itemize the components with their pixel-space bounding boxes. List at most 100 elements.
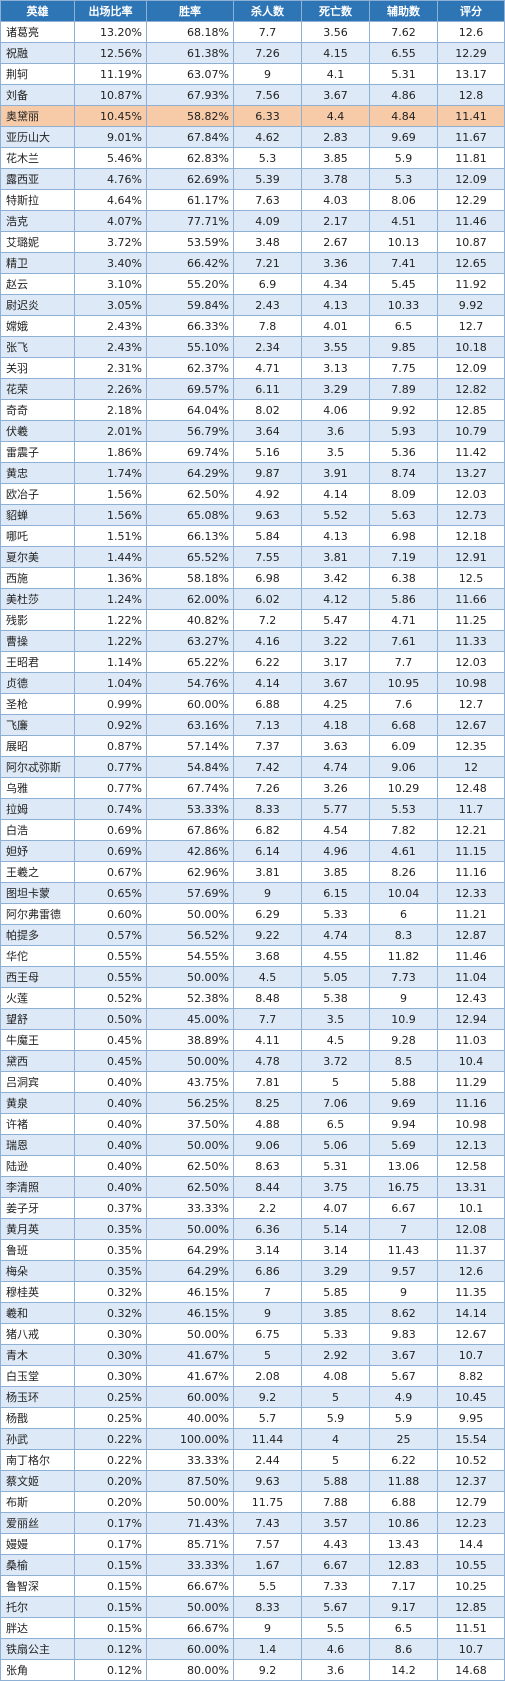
assists-cell: 7.75 bbox=[369, 357, 438, 379]
pick-rate-cell: 3.10% bbox=[74, 273, 147, 295]
table-row[interactable]: 托尔 0.15% 50.00% 8.33 5.67 9.17 12.85 bbox=[0, 1596, 505, 1618]
column-header-hero[interactable]: 英雄 bbox=[0, 0, 75, 22]
table-row[interactable]: 浩克 4.07% 77.71% 4.09 2.17 4.51 11.46 bbox=[0, 210, 505, 232]
table-row[interactable]: 花木兰 5.46% 62.83% 5.3 3.85 5.9 11.81 bbox=[0, 147, 505, 169]
win-rate-cell: 62.00% bbox=[146, 588, 234, 610]
column-header-win-rate[interactable]: 胜率 bbox=[146, 0, 234, 22]
table-row[interactable]: 奇奇 2.18% 64.04% 8.02 4.06 9.92 12.85 bbox=[0, 399, 505, 421]
table-row[interactable]: 望舒 0.50% 45.00% 7.7 3.5 10.9 12.94 bbox=[0, 1008, 505, 1030]
table-row[interactable]: 张飞 2.43% 55.10% 2.34 3.55 9.85 10.18 bbox=[0, 336, 505, 358]
table-row[interactable]: 赵云 3.10% 55.20% 6.9 4.34 5.45 11.92 bbox=[0, 273, 505, 295]
table-row[interactable]: 雷震子 1.86% 69.74% 5.16 3.5 5.36 11.42 bbox=[0, 441, 505, 463]
table-row[interactable]: 展昭 0.87% 57.14% 7.37 3.63 6.09 12.35 bbox=[0, 735, 505, 757]
column-header-kills[interactable]: 杀人数 bbox=[233, 0, 302, 22]
table-row[interactable]: 白浩 0.69% 67.86% 6.82 4.54 7.82 12.21 bbox=[0, 819, 505, 841]
table-row[interactable]: 阿尔弗雷德 0.60% 50.00% 6.29 5.33 6 11.21 bbox=[0, 903, 505, 925]
table-row[interactable]: 王昭君 1.14% 65.22% 6.22 3.17 7.7 12.03 bbox=[0, 651, 505, 673]
table-row[interactable]: 刘备 10.87% 67.93% 7.56 3.67 4.86 12.8 bbox=[0, 84, 505, 106]
table-row[interactable]: 猪八戒 0.30% 50.00% 6.75 5.33 9.83 12.67 bbox=[0, 1323, 505, 1345]
table-row[interactable]: 黄忠 1.74% 64.29% 9.87 3.91 8.74 13.27 bbox=[0, 462, 505, 484]
table-row[interactable]: 阿尔忒弥斯 0.77% 54.84% 7.42 4.74 9.06 12 bbox=[0, 756, 505, 778]
table-row[interactable]: 祝融 12.56% 61.38% 7.26 4.15 6.55 12.29 bbox=[0, 42, 505, 64]
score-cell: 10.98 bbox=[437, 1113, 505, 1135]
table-row[interactable]: 华佗 0.55% 54.55% 3.68 4.55 11.82 11.46 bbox=[0, 945, 505, 967]
column-header-pick-rate[interactable]: 出场比率 bbox=[74, 0, 147, 22]
table-row[interactable]: 李清照 0.40% 62.50% 8.44 3.75 16.75 13.31 bbox=[0, 1176, 505, 1198]
table-row[interactable]: 图坦卡蒙 0.65% 57.69% 9 6.15 10.04 12.33 bbox=[0, 882, 505, 904]
table-row[interactable]: 西施 1.36% 58.18% 6.98 3.42 6.38 12.5 bbox=[0, 567, 505, 589]
table-row[interactable]: 许褚 0.40% 37.50% 4.88 6.5 9.94 10.98 bbox=[0, 1113, 505, 1135]
table-row[interactable]: 诸葛亮 13.20% 68.18% 7.7 3.56 7.62 12.6 bbox=[0, 21, 505, 43]
table-row[interactable]: 黄泉 0.40% 56.25% 8.25 7.06 9.69 11.16 bbox=[0, 1092, 505, 1114]
table-row[interactable]: 羲和 0.32% 46.15% 9 3.85 8.62 14.14 bbox=[0, 1302, 505, 1324]
table-row[interactable]: 曹操 1.22% 63.27% 4.16 3.22 7.61 11.33 bbox=[0, 630, 505, 652]
table-row[interactable]: 火莲 0.52% 52.38% 8.48 5.38 9 12.43 bbox=[0, 987, 505, 1009]
table-row[interactable]: 牛魔王 0.45% 38.89% 4.11 4.5 9.28 11.03 bbox=[0, 1029, 505, 1051]
table-row[interactable]: 嫚嫚 0.17% 85.71% 7.57 4.43 13.43 14.4 bbox=[0, 1533, 505, 1555]
table-row[interactable]: 残影 1.22% 40.82% 7.2 5.47 4.71 11.25 bbox=[0, 609, 505, 631]
table-row[interactable]: 欧冶子 1.56% 62.50% 4.92 4.14 8.09 12.03 bbox=[0, 483, 505, 505]
table-row[interactable]: 黄月英 0.35% 50.00% 6.36 5.14 7 12.08 bbox=[0, 1218, 505, 1240]
table-row[interactable]: 白玉堂 0.30% 41.67% 2.08 4.08 5.67 8.82 bbox=[0, 1365, 505, 1387]
table-row[interactable]: 蔡文姬 0.20% 87.50% 9.63 5.88 11.88 12.37 bbox=[0, 1470, 505, 1492]
deaths-cell: 4.25 bbox=[301, 693, 370, 715]
table-row[interactable]: 关羽 2.31% 62.37% 4.71 3.13 7.75 12.09 bbox=[0, 357, 505, 379]
table-row[interactable]: 陆逊 0.40% 62.50% 8.63 5.31 13.06 12.58 bbox=[0, 1155, 505, 1177]
hero-name-cell: 王羲之 bbox=[0, 861, 75, 883]
column-header-score[interactable]: 评分 bbox=[437, 0, 505, 22]
table-row[interactable]: 尉迟炎 3.05% 59.84% 2.43 4.13 10.33 9.92 bbox=[0, 294, 505, 316]
table-row[interactable]: 姜子牙 0.37% 33.33% 2.2 4.07 6.67 10.1 bbox=[0, 1197, 505, 1219]
table-row[interactable]: 妲妤 0.69% 42.86% 6.14 4.96 4.61 11.15 bbox=[0, 840, 505, 862]
table-row[interactable]: 布斯 0.20% 50.00% 11.75 7.88 6.88 12.79 bbox=[0, 1491, 505, 1513]
table-row[interactable]: 哪吒 1.51% 66.13% 5.84 4.13 6.98 12.18 bbox=[0, 525, 505, 547]
table-row[interactable]: 夏尔美 1.44% 65.52% 7.55 3.81 7.19 12.91 bbox=[0, 546, 505, 568]
table-row[interactable]: 穆桂英 0.32% 46.15% 7 5.85 9 11.35 bbox=[0, 1281, 505, 1303]
table-row[interactable]: 南丁格尔 0.22% 33.33% 2.44 5 6.22 10.52 bbox=[0, 1449, 505, 1471]
table-row[interactable]: 孙武 0.22% 100.00% 11.44 4 25 15.54 bbox=[0, 1428, 505, 1450]
deaths-cell: 3.81 bbox=[301, 546, 370, 568]
table-row[interactable]: 瑞恩 0.40% 50.00% 9.06 5.06 5.69 12.13 bbox=[0, 1134, 505, 1156]
table-row[interactable]: 铁扇公主 0.12% 60.00% 1.4 4.6 8.6 10.7 bbox=[0, 1638, 505, 1660]
table-row[interactable]: 鲁智深 0.15% 66.67% 5.5 7.33 7.17 10.25 bbox=[0, 1575, 505, 1597]
table-row[interactable]: 杨戬 0.25% 40.00% 5.7 5.9 5.9 9.95 bbox=[0, 1407, 505, 1429]
table-row[interactable]: 露西亚 4.76% 62.69% 5.39 3.78 5.3 12.09 bbox=[0, 168, 505, 190]
table-row[interactable]: 杨玉环 0.25% 60.00% 9.2 5 4.9 10.45 bbox=[0, 1386, 505, 1408]
table-row[interactable]: 花荣 2.26% 69.57% 6.11 3.29 7.89 12.82 bbox=[0, 378, 505, 400]
table-row[interactable]: 爱丽丝 0.17% 71.43% 7.43 3.57 10.86 12.23 bbox=[0, 1512, 505, 1534]
table-row[interactable]: 贞德 1.04% 54.76% 4.14 3.67 10.95 10.98 bbox=[0, 672, 505, 694]
column-header-deaths[interactable]: 死亡数 bbox=[301, 0, 370, 22]
table-row[interactable]: 精卫 3.40% 66.42% 7.21 3.36 7.41 12.65 bbox=[0, 252, 505, 274]
table-row[interactable]: 特斯拉 4.64% 61.17% 7.63 4.03 8.06 12.29 bbox=[0, 189, 505, 211]
assists-cell: 4.84 bbox=[369, 105, 438, 127]
table-row[interactable]: 飞廉 0.92% 63.16% 7.13 4.18 6.68 12.67 bbox=[0, 714, 505, 736]
table-row[interactable]: 鲁班 0.35% 64.29% 3.14 3.14 11.43 11.37 bbox=[0, 1239, 505, 1261]
table-row[interactable]: 奥黛丽 10.45% 58.82% 6.33 4.4 4.84 11.41 bbox=[0, 105, 505, 127]
table-row[interactable]: 拉姆 0.74% 53.33% 8.33 5.77 5.53 11.7 bbox=[0, 798, 505, 820]
win-rate-cell: 66.67% bbox=[146, 1575, 234, 1597]
table-row[interactable]: 乌雅 0.77% 67.74% 7.26 3.26 10.29 12.48 bbox=[0, 777, 505, 799]
table-row[interactable]: 帕提多 0.57% 56.52% 9.22 4.74 8.3 12.87 bbox=[0, 924, 505, 946]
table-row[interactable]: 桑榆 0.15% 33.33% 1.67 6.67 12.83 10.55 bbox=[0, 1554, 505, 1576]
table-row[interactable]: 艾璐妮 3.72% 53.59% 3.48 2.67 10.13 10.87 bbox=[0, 231, 505, 253]
table-row[interactable]: 张角 0.12% 80.00% 9.2 3.6 14.2 14.68 bbox=[0, 1659, 505, 1681]
table-row[interactable]: 吕洞宾 0.40% 43.75% 7.81 5 5.88 11.29 bbox=[0, 1071, 505, 1093]
table-row[interactable]: 亚历山大 9.01% 67.84% 4.62 2.83 9.69 11.67 bbox=[0, 126, 505, 148]
table-row[interactable]: 伏羲 2.01% 56.79% 3.64 3.6 5.93 10.79 bbox=[0, 420, 505, 442]
table-row[interactable]: 美杜莎 1.24% 62.00% 6.02 4.12 5.86 11.66 bbox=[0, 588, 505, 610]
score-cell: 11.25 bbox=[437, 609, 505, 631]
table-row[interactable]: 貂蝉 1.56% 65.08% 9.63 5.52 5.63 12.73 bbox=[0, 504, 505, 526]
table-row[interactable]: 胖达 0.15% 66.67% 9 5.5 6.5 11.51 bbox=[0, 1617, 505, 1639]
table-row[interactable]: 圣枪 0.99% 60.00% 6.88 4.25 7.6 12.7 bbox=[0, 693, 505, 715]
table-row[interactable]: 嫦娥 2.43% 66.33% 7.8 4.01 6.5 12.7 bbox=[0, 315, 505, 337]
deaths-cell: 4.13 bbox=[301, 294, 370, 316]
win-rate-cell: 57.14% bbox=[146, 735, 234, 757]
table-row[interactable]: 西王母 0.55% 50.00% 4.5 5.05 7.73 11.04 bbox=[0, 966, 505, 988]
table-row[interactable]: 梅朵 0.35% 64.29% 6.86 3.29 9.57 12.6 bbox=[0, 1260, 505, 1282]
table-row[interactable]: 黛西 0.45% 50.00% 4.78 3.72 8.5 10.4 bbox=[0, 1050, 505, 1072]
table-row[interactable]: 荆轲 11.19% 63.07% 9 4.1 5.31 13.17 bbox=[0, 63, 505, 85]
column-header-assists[interactable]: 辅助数 bbox=[369, 0, 438, 22]
pick-rate-cell: 0.12% bbox=[74, 1659, 147, 1681]
table-row[interactable]: 王羲之 0.67% 62.96% 3.81 3.85 8.26 11.16 bbox=[0, 861, 505, 883]
table-row[interactable]: 青木 0.30% 41.67% 5 2.92 3.67 10.7 bbox=[0, 1344, 505, 1366]
kills-cell: 2.34 bbox=[233, 336, 302, 358]
